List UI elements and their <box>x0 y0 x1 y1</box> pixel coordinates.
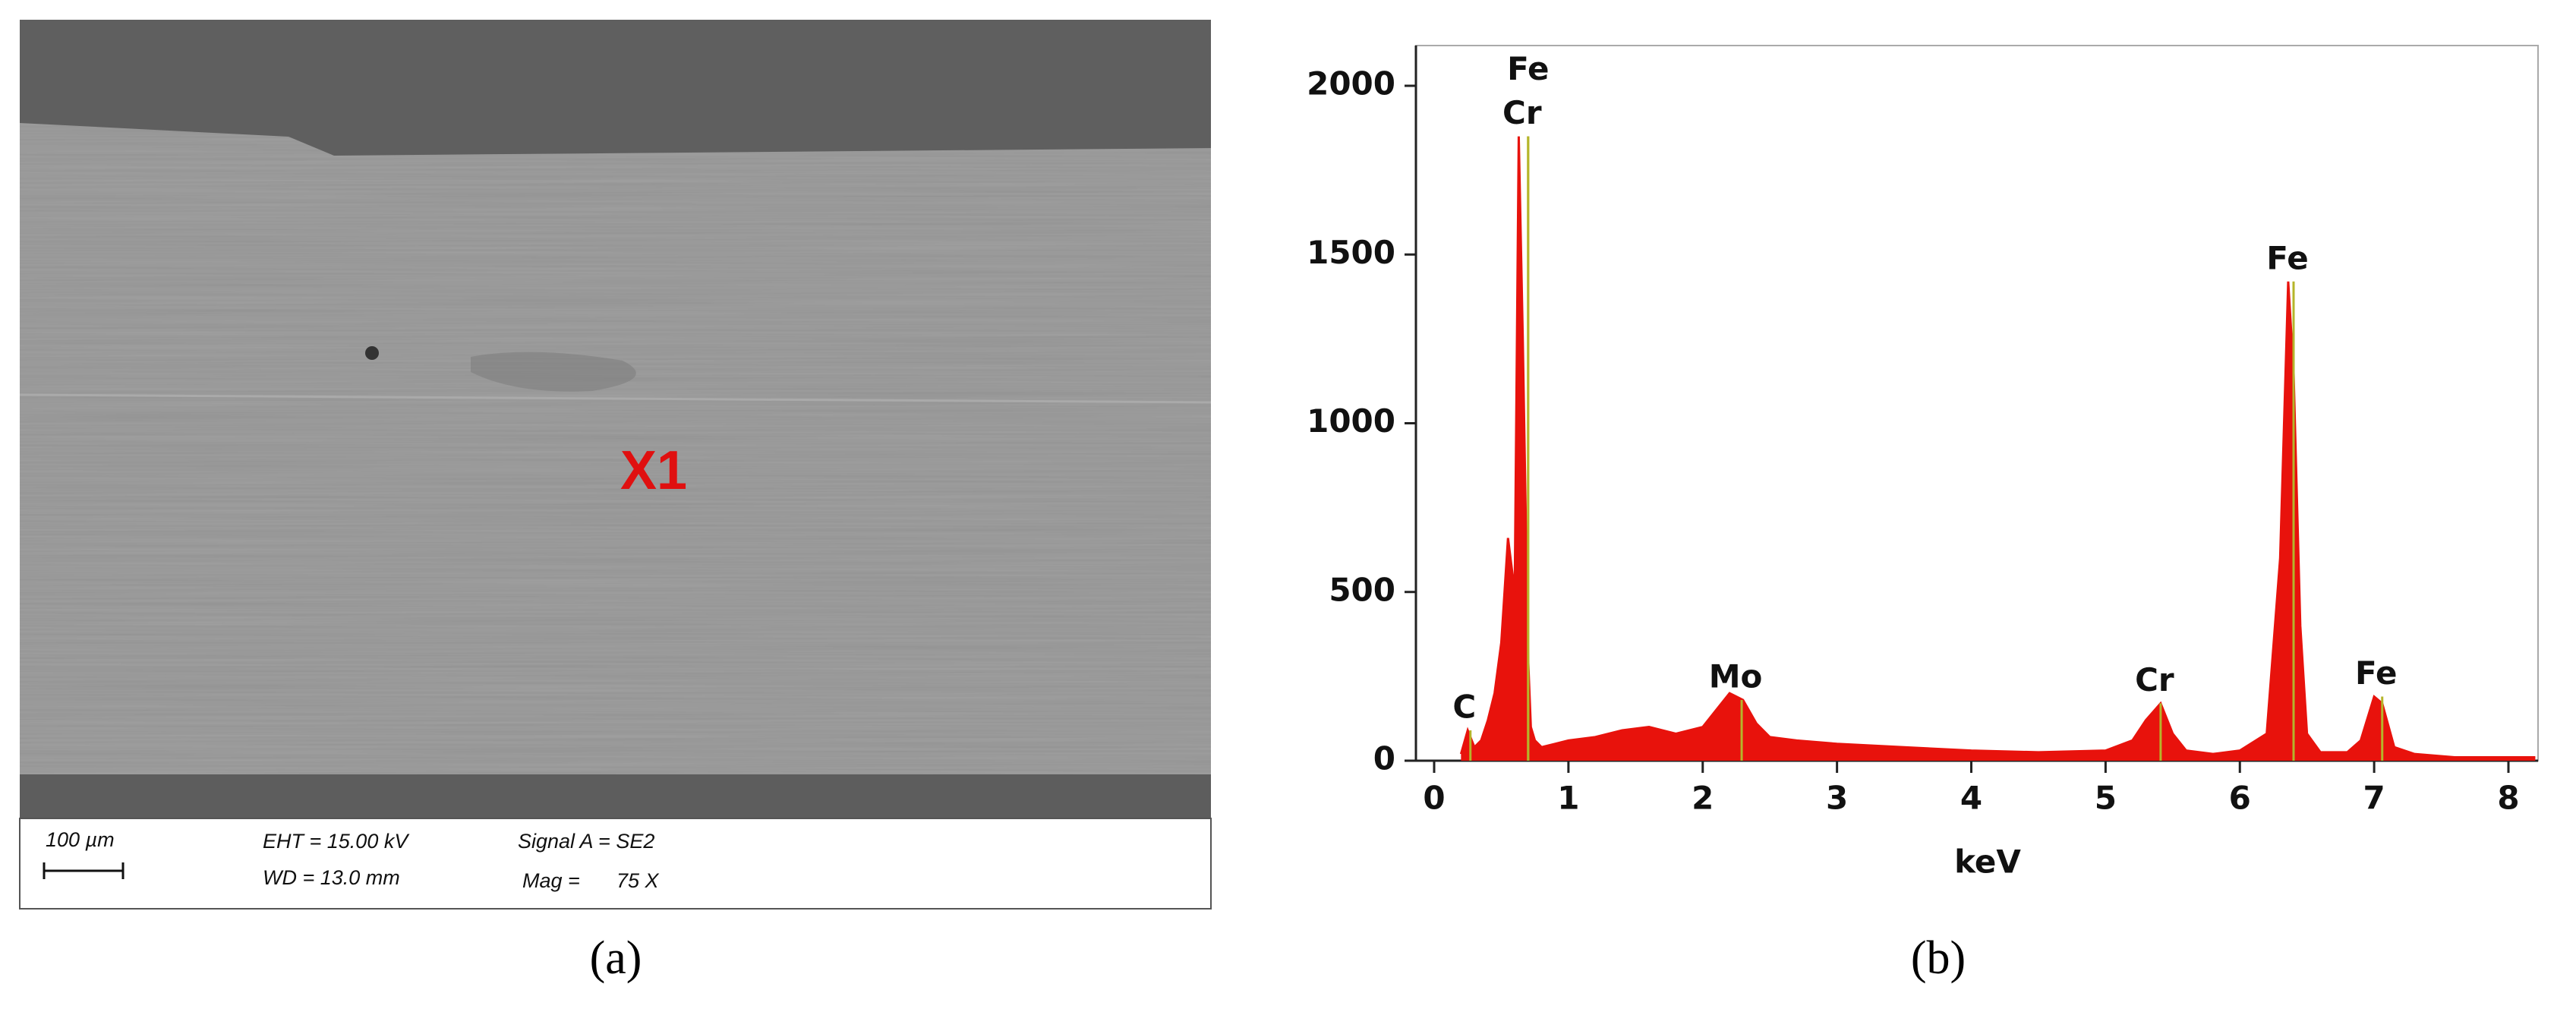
x-tick-label: 5 <box>2095 780 2117 817</box>
x-tick-label: 4 <box>1960 780 1982 817</box>
peak-label: Fe <box>1507 50 1549 87</box>
x-tick-label: 0 <box>1423 780 1445 817</box>
scale-bar-label: 100 µm <box>46 828 115 851</box>
y-tick-label: 500 <box>1329 571 1395 608</box>
signal: Signal A = SE2 <box>518 830 654 853</box>
x-tick-label: 2 <box>1692 780 1714 817</box>
spectrum-line <box>1459 136 2536 759</box>
sem-dark-band <box>20 20 1211 156</box>
sem-feature <box>471 352 636 392</box>
sem-point-label: X1 <box>620 440 687 501</box>
y-tick-label: 2000 <box>1307 65 1395 102</box>
plot-frame <box>1415 45 2539 761</box>
scale-bar <box>43 862 125 879</box>
eht: EHT = 15.00 kV <box>263 830 410 853</box>
x-tick-label: 6 <box>2229 780 2251 817</box>
x-tick-label: 1 <box>1557 780 1579 817</box>
sem-info-bar <box>19 818 1212 910</box>
peak-label: Fe <box>2266 239 2308 276</box>
sem-pore <box>365 346 379 360</box>
y-tick-label: 0 <box>1373 740 1395 777</box>
mag-value: 75 X <box>616 869 660 892</box>
y-tick-label: 1500 <box>1307 234 1395 271</box>
peak-label: Fe <box>2355 654 2397 692</box>
peak-label: Cr <box>1502 94 1542 131</box>
x-tick-label: 7 <box>2363 780 2385 817</box>
peak-label: Mo <box>1709 657 1763 695</box>
x-axis-label: keV <box>1954 843 2021 881</box>
y-tick-label: 1000 <box>1307 402 1395 440</box>
peak-label: C <box>1452 688 1476 725</box>
x-tick-label: 8 <box>2497 780 2519 817</box>
mag: Mag = <box>522 869 580 892</box>
sem-streak <box>19 393 1212 404</box>
x-tick-label: 3 <box>1826 780 1848 817</box>
sem-dark-band <box>20 774 1211 818</box>
panel-label: (b) <box>1911 932 1966 984</box>
peak-label: Cr <box>2135 661 2174 698</box>
sem-panel: X1 100 µm EHT = 15.00 kV WD = 13.0 mm Si… <box>19 20 1212 910</box>
panel-label: (a) <box>590 932 642 984</box>
wd: WD = 13.0 mm <box>263 866 400 889</box>
